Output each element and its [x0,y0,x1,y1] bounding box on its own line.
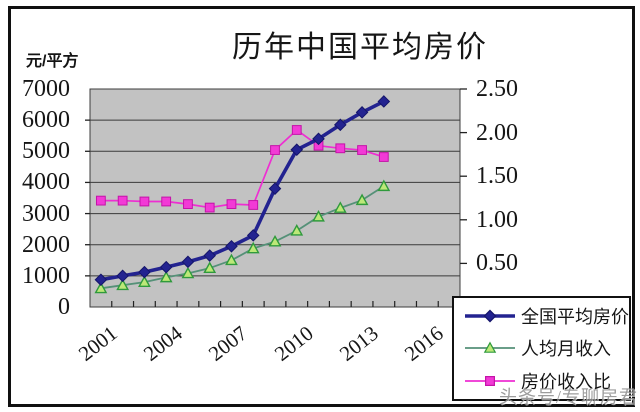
data-point-triangle [159,270,173,283]
y-left-tick-label: 2000 [22,231,70,258]
data-point-diamond [377,95,391,108]
data-point-triangle [377,179,391,192]
y-right-tick-label: 1.00 [476,206,518,233]
data-point-diamond [333,118,347,132]
chart-legend: 全国平均房价 人均月收入房价收入比 [452,296,631,401]
data-point-square [139,196,150,207]
data-point-triangle [355,193,369,206]
y-left-tick-label: 1000 [22,262,70,289]
data-point-triangle [203,261,217,273]
legend-item: 人均月收入 [464,335,629,361]
image-border-frame [8,6,635,407]
data-point-triangle [116,278,130,291]
legend-marker-diamond-icon [465,309,515,323]
data-point-triangle [138,275,151,287]
data-point-square [161,196,172,207]
data-point-triangle [225,253,238,266]
data-point-triangle [268,234,282,247]
data-point-diamond [94,273,108,287]
data-point-diamond [246,229,260,242]
data-point-triangle [312,210,325,222]
data-point-triangle [181,266,195,279]
chart-title: 历年中国平均房价 [232,31,488,64]
data-point-square [204,202,215,213]
data-point-square [291,125,302,135]
data-point-square [335,143,346,154]
data-point-triangle [333,201,347,213]
data-point-triangle [290,224,304,236]
data-point-square [117,195,128,206]
data-point-square [226,199,237,210]
data-point-square [248,200,259,210]
y-left-tick-label: 6000 [22,107,70,134]
y-right-tick-label: 2.00 [476,119,518,146]
y-left-tick-label: 0 [58,294,70,320]
data-point-square [378,152,389,162]
data-point-diamond [225,239,238,253]
y-right-tick-label: 2.50 [476,76,518,102]
y-left-tick-label: 7000 [22,76,70,102]
watermark: 头条号/专聊房君 [498,387,638,407]
data-point-triangle [246,241,260,254]
y-left-tick-label: 4000 [22,169,70,196]
data-point-diamond [290,143,304,157]
data-point-diamond [355,106,369,119]
data-point-triangle [94,281,108,294]
data-point-diamond [268,182,282,195]
y-axis-unit-label: 元/平方 [26,53,79,70]
data-point-diamond [312,132,325,146]
data-point-square [95,195,106,206]
data-point-square [357,145,367,155]
legend-item: 全国平均房价 [464,303,629,329]
legend-label: 房价收入比 [521,371,611,392]
legend-label: 人均月收入 [521,339,611,360]
data-point-diamond [181,255,195,269]
y-left-tick-label: 3000 [22,200,70,227]
legend-marker-triangle-icon [465,342,515,354]
legend-label: 全国平均房价 [521,307,629,328]
data-point-diamond [116,269,129,283]
legend-marker-square-icon [465,375,515,386]
legend-item: 房价收入比 [464,368,629,394]
y-right-tick-label: 1.50 [476,163,518,190]
data-point-square [270,145,280,155]
data-point-square [183,199,193,210]
data-point-diamond [203,249,217,262]
data-point-diamond [138,265,151,279]
y-left-tick-label: 5000 [22,138,70,165]
data-point-diamond [159,260,173,274]
y-right-tick-label: 0.50 [476,250,518,277]
